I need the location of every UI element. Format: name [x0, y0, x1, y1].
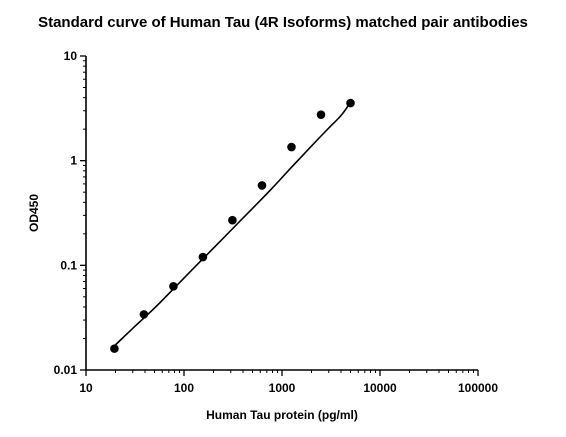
x-tick-label: 100: [174, 381, 194, 395]
x-tick-label: 100000: [458, 381, 498, 395]
data-point: [346, 98, 355, 108]
data-point: [257, 181, 267, 190]
data-point: [228, 215, 237, 225]
y-tick-label: 0.1: [60, 258, 77, 272]
data-point: [110, 344, 119, 353]
y-axis-label: OD450: [27, 194, 41, 232]
x-tick-label: 10: [79, 381, 93, 395]
data-point: [198, 252, 208, 262]
y-tick-label: 10: [64, 49, 78, 63]
data-point: [316, 110, 326, 119]
axes: [85, 56, 478, 371]
x-tick-label: 1000: [269, 381, 296, 395]
data-points: [110, 98, 355, 353]
x-tick-label: 10000: [363, 381, 397, 395]
data-point: [169, 282, 178, 291]
data-point: [139, 310, 149, 319]
y-ticks: 0.01 0.1 1 10: [54, 49, 86, 377]
x-axis-label: Human Tau protein (pg/ml): [206, 408, 358, 422]
fit-curve: [113, 101, 352, 347]
y-tick-label: 0.01: [54, 363, 78, 377]
data-point: [287, 142, 296, 152]
y-tick-label: 1: [70, 154, 77, 168]
x-ticks: 10 100 1000 10000 100000: [79, 370, 498, 395]
chart-title: Standard curve of Human Tau (4R Isoforms…: [38, 14, 528, 31]
